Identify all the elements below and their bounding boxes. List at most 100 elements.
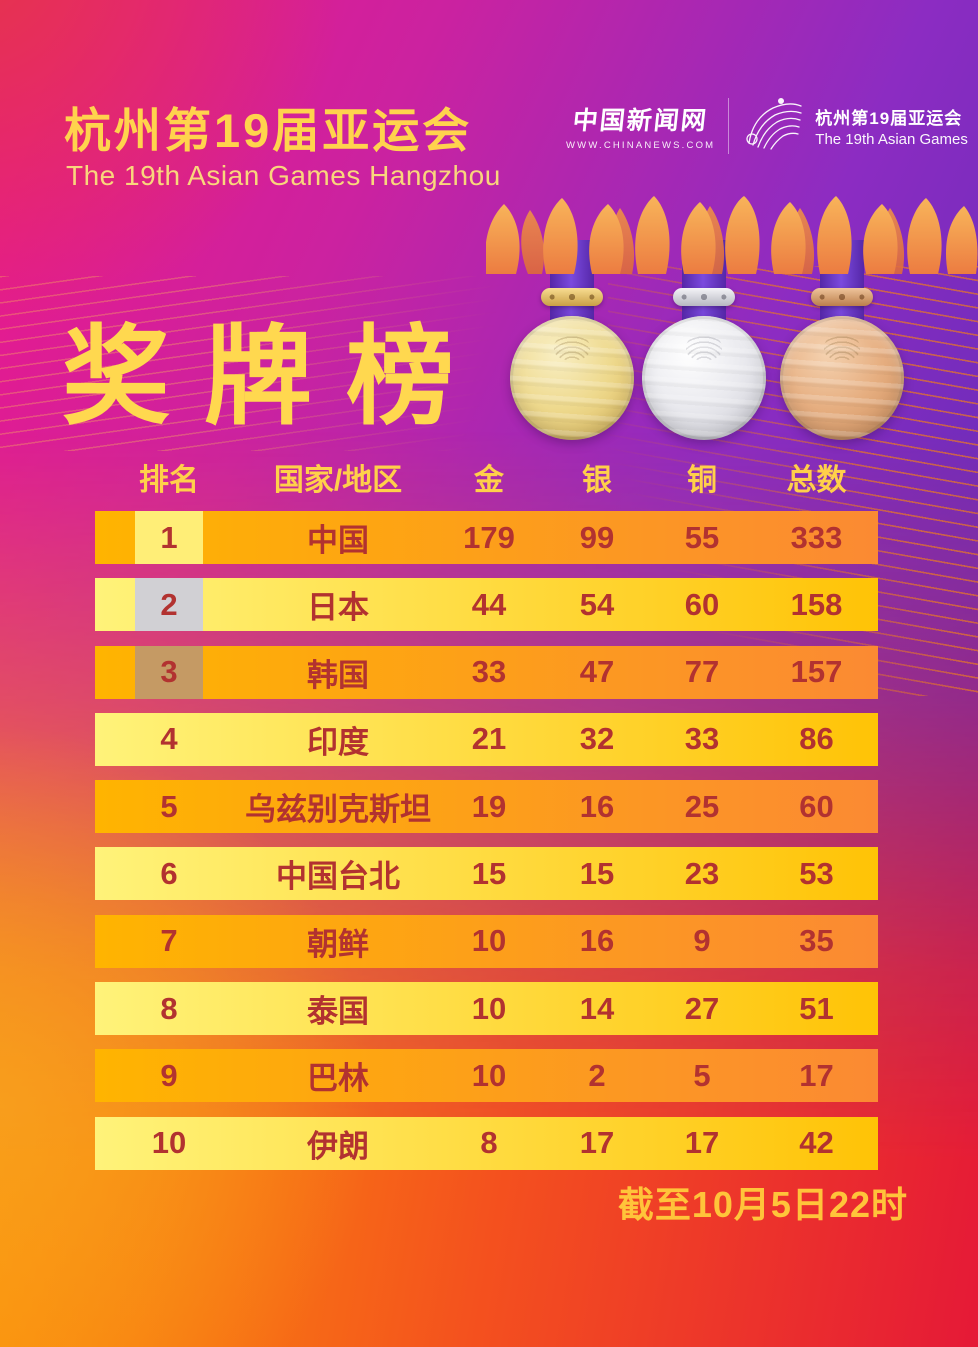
silver-count: 16 xyxy=(579,788,615,824)
logo-cluster: 中国新闻网 WWW.CHINANEWS.COM xyxy=(566,96,968,155)
rank-cell: 5 xyxy=(95,780,243,833)
country-name: 泰国 xyxy=(307,994,369,1030)
rank-badge: 10 xyxy=(135,1117,203,1170)
rank-value: 8 xyxy=(160,990,178,1026)
rank-cell: 1 xyxy=(95,511,243,564)
chinanews-wordmark: 中国新闻网 xyxy=(571,106,710,135)
gold-count: 21 xyxy=(471,721,507,757)
table-row: 5 乌兹别克斯坦 19 16 25 60 xyxy=(95,780,878,834)
rank-value: 4 xyxy=(160,721,178,757)
rank-badge: 7 xyxy=(135,915,203,968)
silver-count: 16 xyxy=(579,923,615,959)
silver-count: 15 xyxy=(579,855,615,891)
total-count: 17 xyxy=(799,1057,834,1093)
total-count: 158 xyxy=(790,586,843,622)
gold-count: 179 xyxy=(463,519,515,555)
bronze-count: 60 xyxy=(684,586,720,622)
total-count: 35 xyxy=(799,923,834,959)
rank-cell: 4 xyxy=(95,713,243,766)
rank-badge: 5 xyxy=(135,780,203,833)
gold-count: 19 xyxy=(471,788,507,824)
rank-value: 2 xyxy=(160,586,178,622)
bronze-count: 33 xyxy=(684,721,720,757)
gold-count: 10 xyxy=(471,923,507,959)
page-subtitle: The 19th Asian Games Hangzhou xyxy=(66,160,501,191)
country-name: 伊朗 xyxy=(307,1128,369,1164)
rank-cell: 3 xyxy=(95,645,243,699)
total-count: 86 xyxy=(799,721,834,757)
table-row: 4 印度 21 32 33 86 xyxy=(95,712,878,766)
gold-count: 15 xyxy=(471,855,507,891)
gold-count: 44 xyxy=(471,586,507,622)
country-name: 韩国 xyxy=(307,657,369,693)
total-count: 333 xyxy=(790,519,843,555)
rank-cell: 7 xyxy=(95,915,243,968)
rank-value: 3 xyxy=(160,654,178,690)
table-row: 2 日本 44 54 60 158 xyxy=(95,578,878,632)
rank-badge: 2 xyxy=(135,578,203,632)
table-row: 6 中国台北 15 15 23 53 xyxy=(95,847,878,901)
silver-count: 2 xyxy=(588,1057,606,1093)
bronze-count: 25 xyxy=(684,788,720,824)
rank-value: 9 xyxy=(160,1057,178,1093)
rank-badge: 6 xyxy=(135,847,203,900)
bronze-count: 55 xyxy=(684,519,720,555)
gold-medal-icon xyxy=(510,316,634,440)
country-name: 中国 xyxy=(307,523,369,558)
rank-cell: 10 xyxy=(95,1117,243,1170)
silver-count: 54 xyxy=(579,586,615,622)
rank-cell: 9 xyxy=(95,1049,243,1102)
table-row: 1 中国 179 99 55 333 xyxy=(95,511,878,564)
col-header-rank: 排名 xyxy=(139,464,199,497)
page-title: 杭州第19届亚运会 xyxy=(64,104,473,157)
gold-medal-clasp xyxy=(541,288,603,306)
rank-badge: 8 xyxy=(135,982,203,1035)
rank-value: 6 xyxy=(160,855,178,891)
total-count: 60 xyxy=(799,788,834,824)
bronze-medal-clasp xyxy=(811,288,873,306)
total-count: 51 xyxy=(799,990,834,1026)
gold-count: 8 xyxy=(480,1125,498,1161)
country-name: 朝鲜 xyxy=(307,926,369,962)
rank-value: 5 xyxy=(160,788,178,824)
rank-value: 1 xyxy=(160,519,178,555)
rank-badge: 1 xyxy=(135,511,203,564)
cutoff-note: 截至10月5日22时 xyxy=(617,1184,908,1225)
silver-count: 14 xyxy=(579,990,615,1026)
bronze-medal-icon xyxy=(780,316,904,440)
rank-value: 7 xyxy=(160,923,178,959)
chinanews-logo: 中国新闻网 WWW.CHINANEWS.COM xyxy=(566,101,715,151)
rank-value: 10 xyxy=(151,1125,187,1161)
total-count: 53 xyxy=(799,855,834,891)
rank-cell: 6 xyxy=(95,847,243,900)
asian-games-logo-text-cn: 杭州第19届亚运会 xyxy=(815,108,963,128)
col-header-silver: 银 xyxy=(582,464,612,497)
total-count: 42 xyxy=(799,1125,834,1161)
bronze-count: 5 xyxy=(693,1057,711,1093)
country-name: 印度 xyxy=(307,724,369,760)
silver-count: 47 xyxy=(579,654,615,690)
rank-badge: 3 xyxy=(135,645,203,699)
chinanews-url: WWW.CHINANEWS.COM xyxy=(566,139,716,151)
col-header-bronze: 铜 xyxy=(687,464,717,497)
rank-cell: 8 xyxy=(95,982,243,1035)
silver-medal-clasp xyxy=(673,288,735,306)
country-name: 日本 xyxy=(307,590,369,626)
silver-medal-icon xyxy=(642,316,766,440)
country-name: 中国台北 xyxy=(276,859,400,895)
asian-games-logo: 杭州第19届亚运会 The 19th Asian Games xyxy=(742,96,968,155)
silver-count: 99 xyxy=(579,519,615,555)
country-name: 巴林 xyxy=(307,1061,369,1097)
rank-badge: 4 xyxy=(135,713,203,766)
gold-count: 10 xyxy=(471,1057,507,1093)
medal-table-title: 奖牌榜 xyxy=(62,316,489,437)
table-row: 10 伊朗 8 17 17 42 xyxy=(95,1116,878,1170)
asian-games-logo-text-en: The 19th Asian Games xyxy=(815,130,968,148)
asian-games-fan-icon xyxy=(742,96,806,155)
table-body: 1 中国 179 99 55 333 2 日本 44 54 60 158 3 韩… xyxy=(95,511,878,1184)
bronze-count: 23 xyxy=(684,855,720,891)
silver-count: 17 xyxy=(579,1125,615,1161)
col-header-country: 国家/地区 xyxy=(273,464,403,497)
bronze-count: 17 xyxy=(684,1125,720,1161)
col-header-gold: 金 xyxy=(474,464,504,497)
